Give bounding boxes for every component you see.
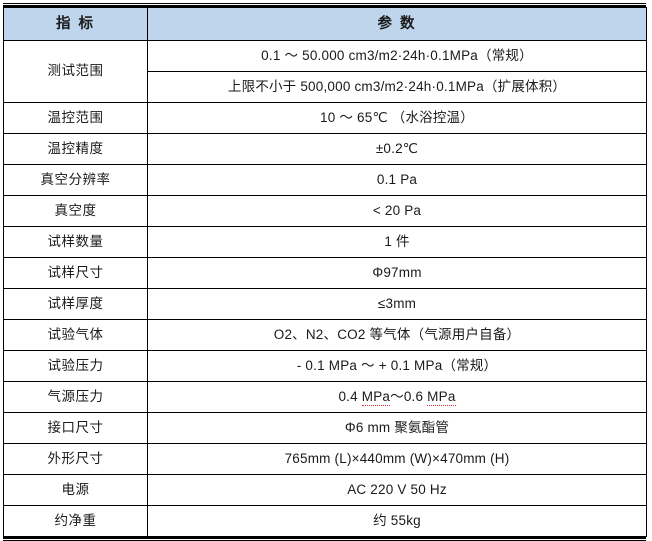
table-row: 上限不小于 500,000 cm3/m2·24h·0.1MPa（扩展体积） <box>4 71 647 103</box>
misspelled-token: MPa <box>427 388 456 406</box>
column-header-indicator: 指 标 <box>3 7 148 41</box>
table-row: 约净重 约 55kg <box>3 505 647 537</box>
table-row: 外形尺寸 765mm (L)×440mm (W)×470mm (H) <box>3 443 647 475</box>
row-label-temp-accuracy: 温控精度 <box>3 133 148 165</box>
table-header: 指 标 参 数 <box>3 7 647 41</box>
row-value-temp-accuracy: ±0.2℃ <box>147 133 647 165</box>
specification-table: 指 标 参 数 测试范围 0.1 ～ 50.000 cm3/m2·24h·0.1… <box>3 7 647 537</box>
row-label-dimensions: 外形尺寸 <box>3 443 148 475</box>
table-top-rule <box>3 3 646 7</box>
table-row: 电源 AC 220 V 50 Hz <box>3 474 647 506</box>
misspelled-token: MPa <box>361 388 391 406</box>
row-label-vacuum-degree: 真空度 <box>3 195 148 227</box>
row-value-test-gas: O2、N2、CO2 等气体（气源用户自备） <box>147 319 647 351</box>
table-body: 测试范围 0.1 ～ 50.000 cm3/m2·24h·0.1MPa（常规） … <box>3 40 647 537</box>
table-row: 试样尺寸 Φ97mm <box>3 257 647 289</box>
column-header-parameter: 参 数 <box>147 7 647 41</box>
table-row: 真空度 < 20 Pa <box>3 195 647 227</box>
row-value-test-range-standard: 0.1 ～ 50.000 cm3/m2·24h·0.1MPa（常规） <box>147 40 647 72</box>
row-label-test-range: 测试范围 <box>3 40 148 103</box>
table-row: 真空分辨率 0.1 Pa <box>3 164 647 196</box>
table-row: 温控范围 10 ～ 65℃ （水浴控温） <box>3 102 647 134</box>
row-label-power-supply: 电源 <box>3 474 148 506</box>
row-value-sample-thickness: ≤3mm <box>147 288 647 320</box>
row-label-sample-thickness: 试样厚度 <box>3 288 148 320</box>
row-value-sample-count: 1 件 <box>147 226 647 258</box>
row-value-vacuum-degree: < 20 Pa <box>147 195 647 227</box>
table-bottom-rule <box>3 537 646 541</box>
row-label-net-weight: 约净重 <box>3 505 148 537</box>
table-row: 接口尺寸 Φ6 mm 聚氨酯管 <box>3 412 647 444</box>
row-label-temp-range: 温控范围 <box>3 102 148 134</box>
row-label-vacuum-resolution: 真空分辨率 <box>3 164 148 196</box>
row-label-supply-pressure: 气源压力 <box>3 381 148 413</box>
row-label-sample-size: 试样尺寸 <box>3 257 148 289</box>
table-row: 试验气体 O2、N2、CO2 等气体（气源用户自备） <box>3 319 647 351</box>
row-label-port-size: 接口尺寸 <box>3 412 148 444</box>
row-value-supply-pressure: 0.4 MPa～0.6 MPa <box>147 381 647 413</box>
row-label-test-pressure: 试验压力 <box>3 350 148 382</box>
row-label-test-gas: 试验气体 <box>3 319 148 351</box>
row-value-net-weight: 约 55kg <box>147 505 647 537</box>
table-row: 试样数量 1 件 <box>3 226 647 258</box>
row-value-dimensions: 765mm (L)×440mm (W)×470mm (H) <box>147 443 647 475</box>
table-row: 测试范围 0.1 ～ 50.000 cm3/m2·24h·0.1MPa（常规） <box>3 40 647 103</box>
row-value-vacuum-resolution: 0.1 Pa <box>147 164 647 196</box>
row-value-test-range-extended: 上限不小于 500,000 cm3/m2·24h·0.1MPa（扩展体积） <box>147 71 647 103</box>
row-value-temp-range: 10 ～ 65℃ （水浴控温） <box>147 102 647 134</box>
table-row: 试样厚度 ≤3mm <box>3 288 647 320</box>
header-row: 指 标 参 数 <box>3 7 647 41</box>
row-value-port-size: Φ6 mm 聚氨酯管 <box>147 412 647 444</box>
spec-table-sheet: 指 标 参 数 测试范围 0.1 ～ 50.000 cm3/m2·24h·0.1… <box>3 3 647 541</box>
row-label-sample-count: 试样数量 <box>3 226 148 258</box>
table-row: 试验压力 - 0.1 MPa ～ + 0.1 MPa（常规） <box>3 350 647 382</box>
table-row: 气源压力 0.4 MPa～0.6 MPa <box>3 381 647 413</box>
table-row: 温控精度 ±0.2℃ <box>3 133 647 165</box>
row-value-test-pressure: - 0.1 MPa ～ + 0.1 MPa（常规） <box>147 350 647 382</box>
row-value-sample-size: Φ97mm <box>147 257 647 289</box>
row-value-power-supply: AC 220 V 50 Hz <box>147 474 647 506</box>
